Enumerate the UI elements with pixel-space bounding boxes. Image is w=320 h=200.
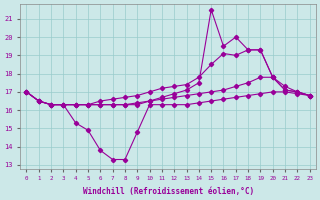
X-axis label: Windchill (Refroidissement éolien,°C): Windchill (Refroidissement éolien,°C) [83,187,254,196]
